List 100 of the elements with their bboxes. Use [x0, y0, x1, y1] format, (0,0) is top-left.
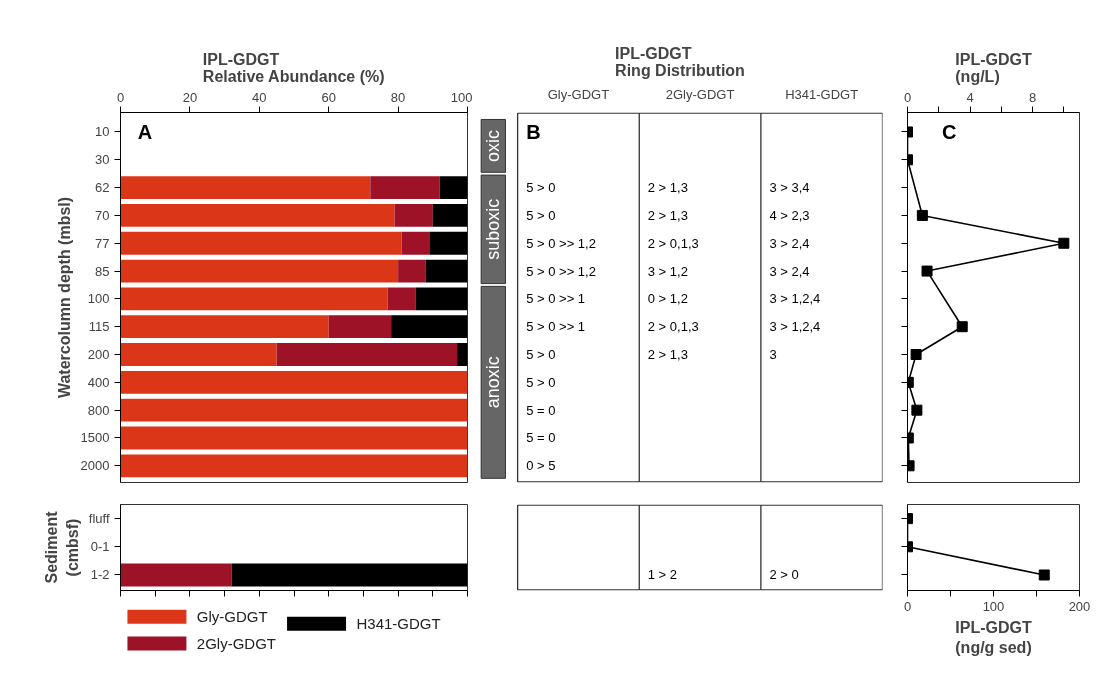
point [956, 321, 968, 333]
bar [120, 231, 402, 255]
y-tick-label: 2000 [80, 458, 110, 474]
text: 5 > 0 [526, 180, 556, 196]
annotation: A [137, 120, 153, 143]
y-tick-label: 85 [95, 263, 110, 279]
text: 2 > 0 [769, 567, 799, 583]
y-tick-label: 30 [95, 152, 110, 168]
bar [394, 204, 433, 227]
bar [391, 315, 468, 339]
annotation: C [941, 120, 957, 143]
text: oxic [483, 129, 504, 162]
text: 2 > 1,3 [647, 347, 688, 363]
y-tick-label: 1500 [80, 430, 110, 446]
text: 1 > 2 [647, 567, 678, 583]
x-axis-title: IPL-GDGT (ng/g sed) [955, 618, 1032, 656]
text: 3 > 2,4 [769, 263, 810, 279]
bar [328, 315, 392, 339]
text: 0 > 1,2 [647, 291, 688, 307]
bar [439, 176, 468, 200]
bar [120, 370, 468, 394]
y-tick-label: 77 [95, 235, 110, 251]
bar [398, 259, 426, 283]
bar [276, 343, 458, 366]
y-tick-label: fluff [88, 511, 110, 527]
text: B [526, 120, 541, 143]
legend-label: Gly-GDGT [196, 608, 268, 626]
y-axis-title: Sediment (cmbsf) [43, 510, 81, 584]
bar [120, 398, 468, 422]
y-axis-title: Watercolumn depth (mbsl) [55, 196, 73, 399]
text: 3 > 1,2 [647, 263, 688, 279]
x-tick-label: 0 [903, 598, 912, 614]
text: 2 > 1,3 [647, 180, 688, 196]
text: 5 > 0 >> 1,2 [526, 235, 596, 251]
bar [120, 454, 468, 478]
category-label: 2Gly-GDGT [665, 86, 735, 102]
point [1058, 237, 1070, 249]
x-tick-label: 80 [390, 89, 406, 105]
text: 3 > 2,4 [769, 235, 810, 251]
category-label: H341-GDGT [785, 86, 859, 102]
y-tick-label: 10 [95, 124, 110, 140]
chart-title: IPL-GDGT Relative Abundance (%) [202, 50, 385, 85]
y-tick-label: 115 [88, 319, 110, 335]
x-tick-label: 20 [182, 89, 198, 105]
bar [120, 259, 399, 283]
text: 5 > 0 [526, 347, 556, 363]
text: 5 > 0 >> 1,2 [526, 263, 596, 279]
legend-label: H341-GDGT [356, 615, 441, 633]
text: 4 > 2,3 [769, 207, 810, 223]
bar [415, 287, 468, 311]
text: 5 = 0 [526, 402, 556, 418]
bar [387, 287, 416, 311]
y-tick-label: 200 [87, 347, 110, 363]
x-tick-label: 100 [450, 89, 473, 105]
bar [120, 287, 388, 311]
text: 5 > 0 [526, 374, 556, 390]
bar [457, 343, 468, 366]
text: IPL-GDGT Ring Distribution [615, 44, 745, 79]
legend-label: 2Gly-GDGT [196, 634, 277, 652]
y-tick-label: 1-2 [90, 567, 110, 583]
bar [401, 231, 430, 255]
bar [120, 343, 277, 366]
y-tick-label: 0-1 [90, 539, 110, 555]
x-tick-label: 60 [321, 89, 336, 105]
text: 3 > 1,2,4 [769, 319, 821, 335]
point [921, 265, 933, 277]
text: 3 [769, 347, 777, 363]
text: 5 > 0 [526, 207, 556, 223]
bar [120, 315, 329, 339]
text: 2 > 1,3 [647, 207, 688, 223]
category-label: Gly-GDGT [547, 86, 610, 102]
y-tick-label: 70 [95, 207, 110, 223]
x-tick-label: 100 [982, 598, 1005, 614]
text: 2 > 0,1,3 [647, 235, 699, 251]
x-tick-label: 40 [252, 89, 267, 105]
x-tick-label: 0 [903, 89, 912, 105]
y-tick-label: 62 [95, 180, 110, 196]
x-tick-label: 4 [966, 89, 974, 105]
y-tick-label: 400 [87, 374, 110, 390]
bar [120, 426, 468, 450]
text: 5 > 0 >> 1 [526, 291, 586, 307]
text: 3 > 1,2,4 [769, 291, 821, 307]
point [911, 404, 923, 416]
text: 2 > 0,1,3 [647, 319, 699, 335]
text: 3 > 3,4 [769, 180, 810, 196]
bar [120, 204, 395, 227]
x-tick-label: 200 [1068, 598, 1091, 614]
point [916, 209, 928, 221]
x-tick-label: 0 [116, 89, 125, 105]
y-tick-label: 800 [87, 402, 110, 418]
text: anoxic [483, 356, 504, 409]
bar [432, 204, 468, 227]
text: suboxic [483, 198, 504, 260]
bar [370, 176, 440, 200]
bar [429, 231, 468, 255]
bar [425, 259, 468, 283]
text: 5 = 0 [526, 430, 556, 446]
bar [120, 176, 371, 200]
text: 0 > 5 [526, 458, 556, 474]
chart-title: IPL-GDGT (ng/L) [955, 50, 1032, 85]
